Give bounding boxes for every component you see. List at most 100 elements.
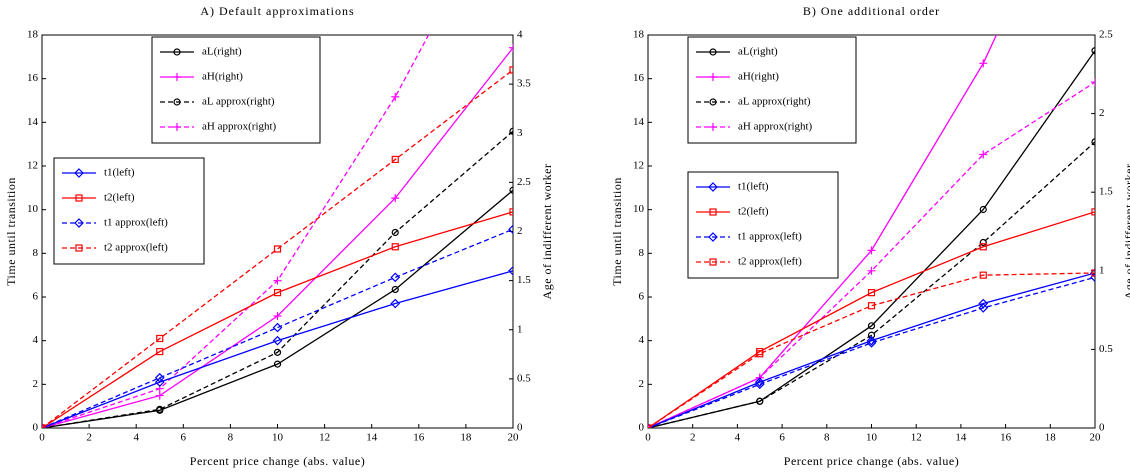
y2-tick-label: 0 [1099,422,1105,434]
x-tick-label: 16 [413,432,425,444]
legend-label: t2 approx(left) [104,242,168,254]
y-tick-label: 10 [633,203,645,215]
x-tick-label: 0 [645,432,651,444]
legend: t1(left) t2(left) t1 approx(left) t2 approx… [687,171,839,279]
legend: t1(left) t2(left) t1 approx(left) t2 approx… [53,157,205,265]
y-axis-label: Time until transition [610,177,624,286]
series-line [648,211,1095,428]
x-tick-label: 2 [690,432,696,444]
y2-tick-label: 1.5 [1099,186,1113,198]
marker [273,360,282,368]
series-line [42,130,513,428]
series-line [42,189,513,428]
y2-axis-label: Age of indifferent worker [1122,164,1130,300]
series-line [42,270,513,428]
legend-marker [75,244,83,252]
legend: aL(right) aH(right) aL approx(right) aH app… [151,36,321,144]
marker [509,66,513,74]
legend-label: t2(left) [104,192,135,204]
marker [273,289,282,297]
x-tick-label: 16 [1000,432,1012,444]
marker [273,245,282,253]
legend-label: aH(right) [738,71,779,83]
series-line [648,272,1095,428]
marker [867,266,876,275]
y-tick-label: 12 [27,160,38,172]
y-tick-label: 14 [27,116,39,128]
legend-marker [708,182,718,192]
marker [156,405,164,413]
marker [756,397,764,405]
y-tick-label: 12 [633,160,644,172]
y-tick-label: 0 [33,422,39,434]
legend-label: aL approx(right) [202,96,275,108]
y-tick-label: 0 [639,422,645,434]
y2-tick-label: 2.5 [1099,29,1113,41]
series-line [648,272,1095,428]
x-tick-label: 2 [86,432,92,444]
y2-tick-label: 2.5 [517,176,531,188]
legend-marker [74,168,84,178]
marker [509,186,513,194]
y-tick-label: 6 [33,291,39,303]
y-tick-label: 18 [633,29,645,41]
x-tick-label: 12 [911,432,922,444]
marker [391,285,399,294]
y2-tick-label: 1 [1099,264,1105,276]
marker [754,377,765,387]
marker [979,59,988,68]
series-line [648,81,1095,428]
marker [979,243,987,251]
marker [273,276,282,285]
series-line [42,211,513,428]
y2-tick-label: 3 [517,127,523,139]
marker [754,379,765,390]
marker [155,391,164,400]
legend-box [151,36,321,144]
marker [156,347,164,356]
y-axis-label: Time until transition [4,177,18,286]
y-tick-label: 16 [27,72,39,84]
legend-box [687,171,839,279]
legend-label: aH approx(right) [202,121,277,133]
legend-marker [709,208,717,216]
x-tick-label: 6 [181,432,187,444]
y-tick-label: 2 [33,378,39,390]
legend-label: aH approx(right) [738,121,813,133]
x-tick-label: 18 [1045,432,1057,444]
legend-marker [709,123,717,131]
marker [272,322,283,333]
legend-box [687,36,857,144]
series-line [648,276,1095,428]
marker [756,350,764,358]
legend-marker [709,98,717,106]
marker [509,208,513,216]
marker [866,335,877,346]
legend-marker [709,73,717,81]
y2-tick-label: 0.5 [1099,343,1113,355]
series-layer [648,35,1095,428]
marker [867,289,876,297]
x-tick-label: 18 [460,432,472,444]
y2-tick-label: 2 [1099,107,1105,119]
marker [154,372,165,383]
y-tick-label: 4 [33,334,39,346]
y-tick-label: 10 [27,203,39,215]
legend-label: aH(right) [202,71,243,83]
marker [978,303,989,313]
legend-marker [173,48,181,56]
x-tick-label: 10 [866,432,878,444]
series-line [648,141,1095,428]
marker [979,150,988,159]
chart: A) Default approximations Percent price c… [4,4,554,468]
legend: aL(right) aH(right) aL approx(right) aH app… [687,36,857,144]
x-axis-label: Percent price change (abs. value) [190,454,365,468]
y2-tick-label: 4 [517,29,523,41]
legend-label: aL approx(right) [738,96,811,108]
y-tick-label: 8 [639,247,645,259]
marker [391,243,399,251]
legend-marker [75,194,83,202]
marker [508,265,513,276]
marker [1091,78,1095,87]
series-layer [42,35,513,428]
